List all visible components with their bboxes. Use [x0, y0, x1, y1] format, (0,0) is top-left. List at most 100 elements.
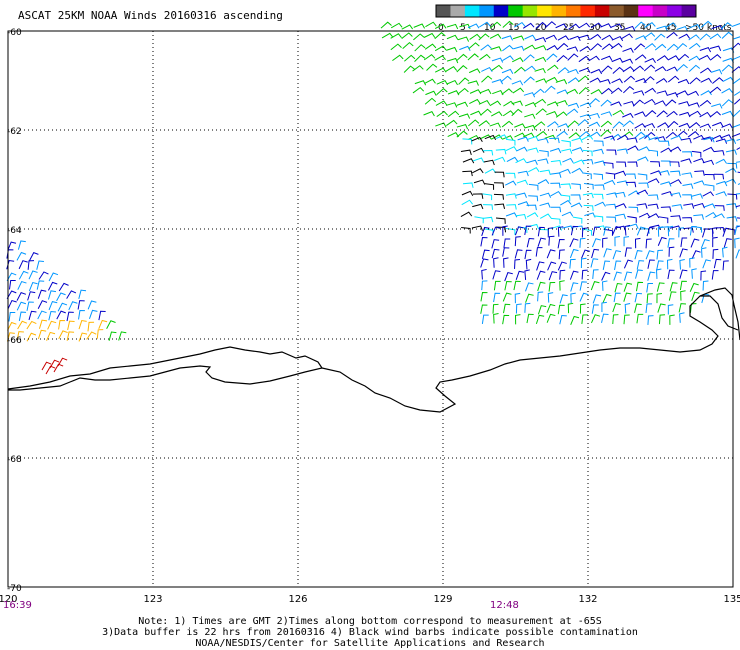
wind-barb	[456, 65, 468, 73]
wind-barb	[700, 270, 707, 281]
wind-barb	[546, 303, 556, 313]
wind-barb	[472, 203, 484, 210]
wind-barb	[546, 111, 558, 117]
wind-barb	[446, 23, 459, 30]
wind-barb	[699, 33, 711, 41]
wind-barb	[704, 184, 715, 191]
wind-barb	[535, 247, 543, 257]
latitude-label: -62	[7, 127, 22, 137]
wind-barb	[559, 280, 565, 291]
wind-barb	[721, 99, 733, 107]
wind-barb	[725, 149, 737, 155]
wind-barb	[624, 247, 632, 257]
wind-barb	[634, 250, 643, 260]
wind-barb	[623, 236, 630, 247]
wind-barb	[589, 77, 602, 83]
wind-barb	[593, 215, 604, 222]
wind-barb	[560, 194, 571, 202]
wind-barb	[503, 238, 511, 248]
wind-barb	[733, 98, 740, 105]
wind-barb	[514, 123, 526, 129]
wind-barb	[535, 78, 547, 84]
latitude-label: -66	[7, 336, 22, 346]
wind-barb	[515, 270, 525, 281]
wind-barb	[687, 131, 700, 138]
wind-barb	[480, 258, 489, 268]
wind-barb	[504, 272, 513, 282]
wind-barb	[462, 182, 474, 188]
wind-barb	[644, 131, 656, 140]
wind-barb	[735, 193, 740, 195]
wind-barb	[734, 237, 740, 249]
wind-barb	[627, 161, 638, 167]
wind-barb	[600, 129, 612, 137]
wind-barb	[423, 111, 435, 117]
wind-barb	[700, 67, 712, 74]
wind-barb	[677, 53, 690, 61]
wind-barb	[634, 131, 646, 139]
wind-barb	[480, 134, 492, 140]
wind-barb	[722, 246, 728, 258]
wind-barb	[414, 44, 426, 52]
wind-barb	[523, 132, 535, 138]
wind-barb	[688, 122, 701, 129]
wind-barb	[16, 301, 27, 311]
wind-barb	[533, 88, 545, 96]
wind-barb	[536, 270, 546, 280]
wind-barb	[635, 281, 644, 292]
wind-barb	[569, 270, 579, 280]
wind-barb	[627, 223, 639, 229]
wind-barb	[579, 45, 592, 52]
wind-barb	[556, 99, 568, 106]
wind-barb	[480, 291, 488, 302]
wind-barb	[494, 171, 505, 178]
wind-barb	[614, 283, 623, 293]
wind-barb	[590, 68, 603, 75]
wind-barb	[694, 170, 705, 176]
wind-barb	[580, 257, 587, 268]
wind-barb	[670, 215, 682, 221]
wind-barb	[16, 251, 27, 261]
wind-barb	[482, 149, 494, 156]
wind-barb	[17, 320, 28, 330]
wind-barb	[601, 43, 614, 50]
wind-barb	[632, 65, 645, 72]
wind-barb	[612, 225, 622, 236]
wind-barb	[560, 199, 572, 206]
wind-barb	[544, 21, 557, 29]
wind-barb	[513, 280, 521, 291]
wind-barb	[534, 56, 547, 63]
legend-swatch	[508, 5, 524, 17]
legend-swatch	[522, 5, 538, 17]
wind-barb	[537, 179, 550, 185]
wind-barb	[526, 212, 539, 218]
wind-barb	[594, 184, 605, 190]
wind-barb	[582, 228, 593, 236]
wind-barb	[612, 121, 624, 129]
wind-barb	[381, 32, 394, 39]
legend-swatch	[652, 5, 668, 17]
wind-barb	[648, 149, 659, 157]
wind-barb	[493, 193, 504, 200]
wind-barb	[616, 180, 628, 186]
wind-barb	[736, 147, 740, 150]
wind-barb	[524, 249, 532, 260]
wind-barb	[591, 248, 600, 259]
wind-barb	[108, 331, 117, 341]
wind-barb	[570, 225, 579, 236]
wind-barb	[478, 99, 491, 106]
legend-label: 40	[640, 23, 652, 33]
wind-barb	[602, 260, 610, 270]
wind-barb	[594, 160, 606, 166]
wind-barb	[578, 87, 590, 95]
wind-barb	[48, 301, 58, 311]
wind-barb	[605, 203, 617, 210]
wind-barb	[612, 250, 622, 260]
wind-barb	[602, 293, 612, 303]
wind-barb	[480, 44, 492, 51]
wind-barb	[601, 301, 607, 313]
wind-barb	[593, 140, 604, 147]
wind-barb	[590, 314, 601, 324]
wind-barb	[666, 92, 679, 98]
wind-barb	[659, 140, 670, 147]
